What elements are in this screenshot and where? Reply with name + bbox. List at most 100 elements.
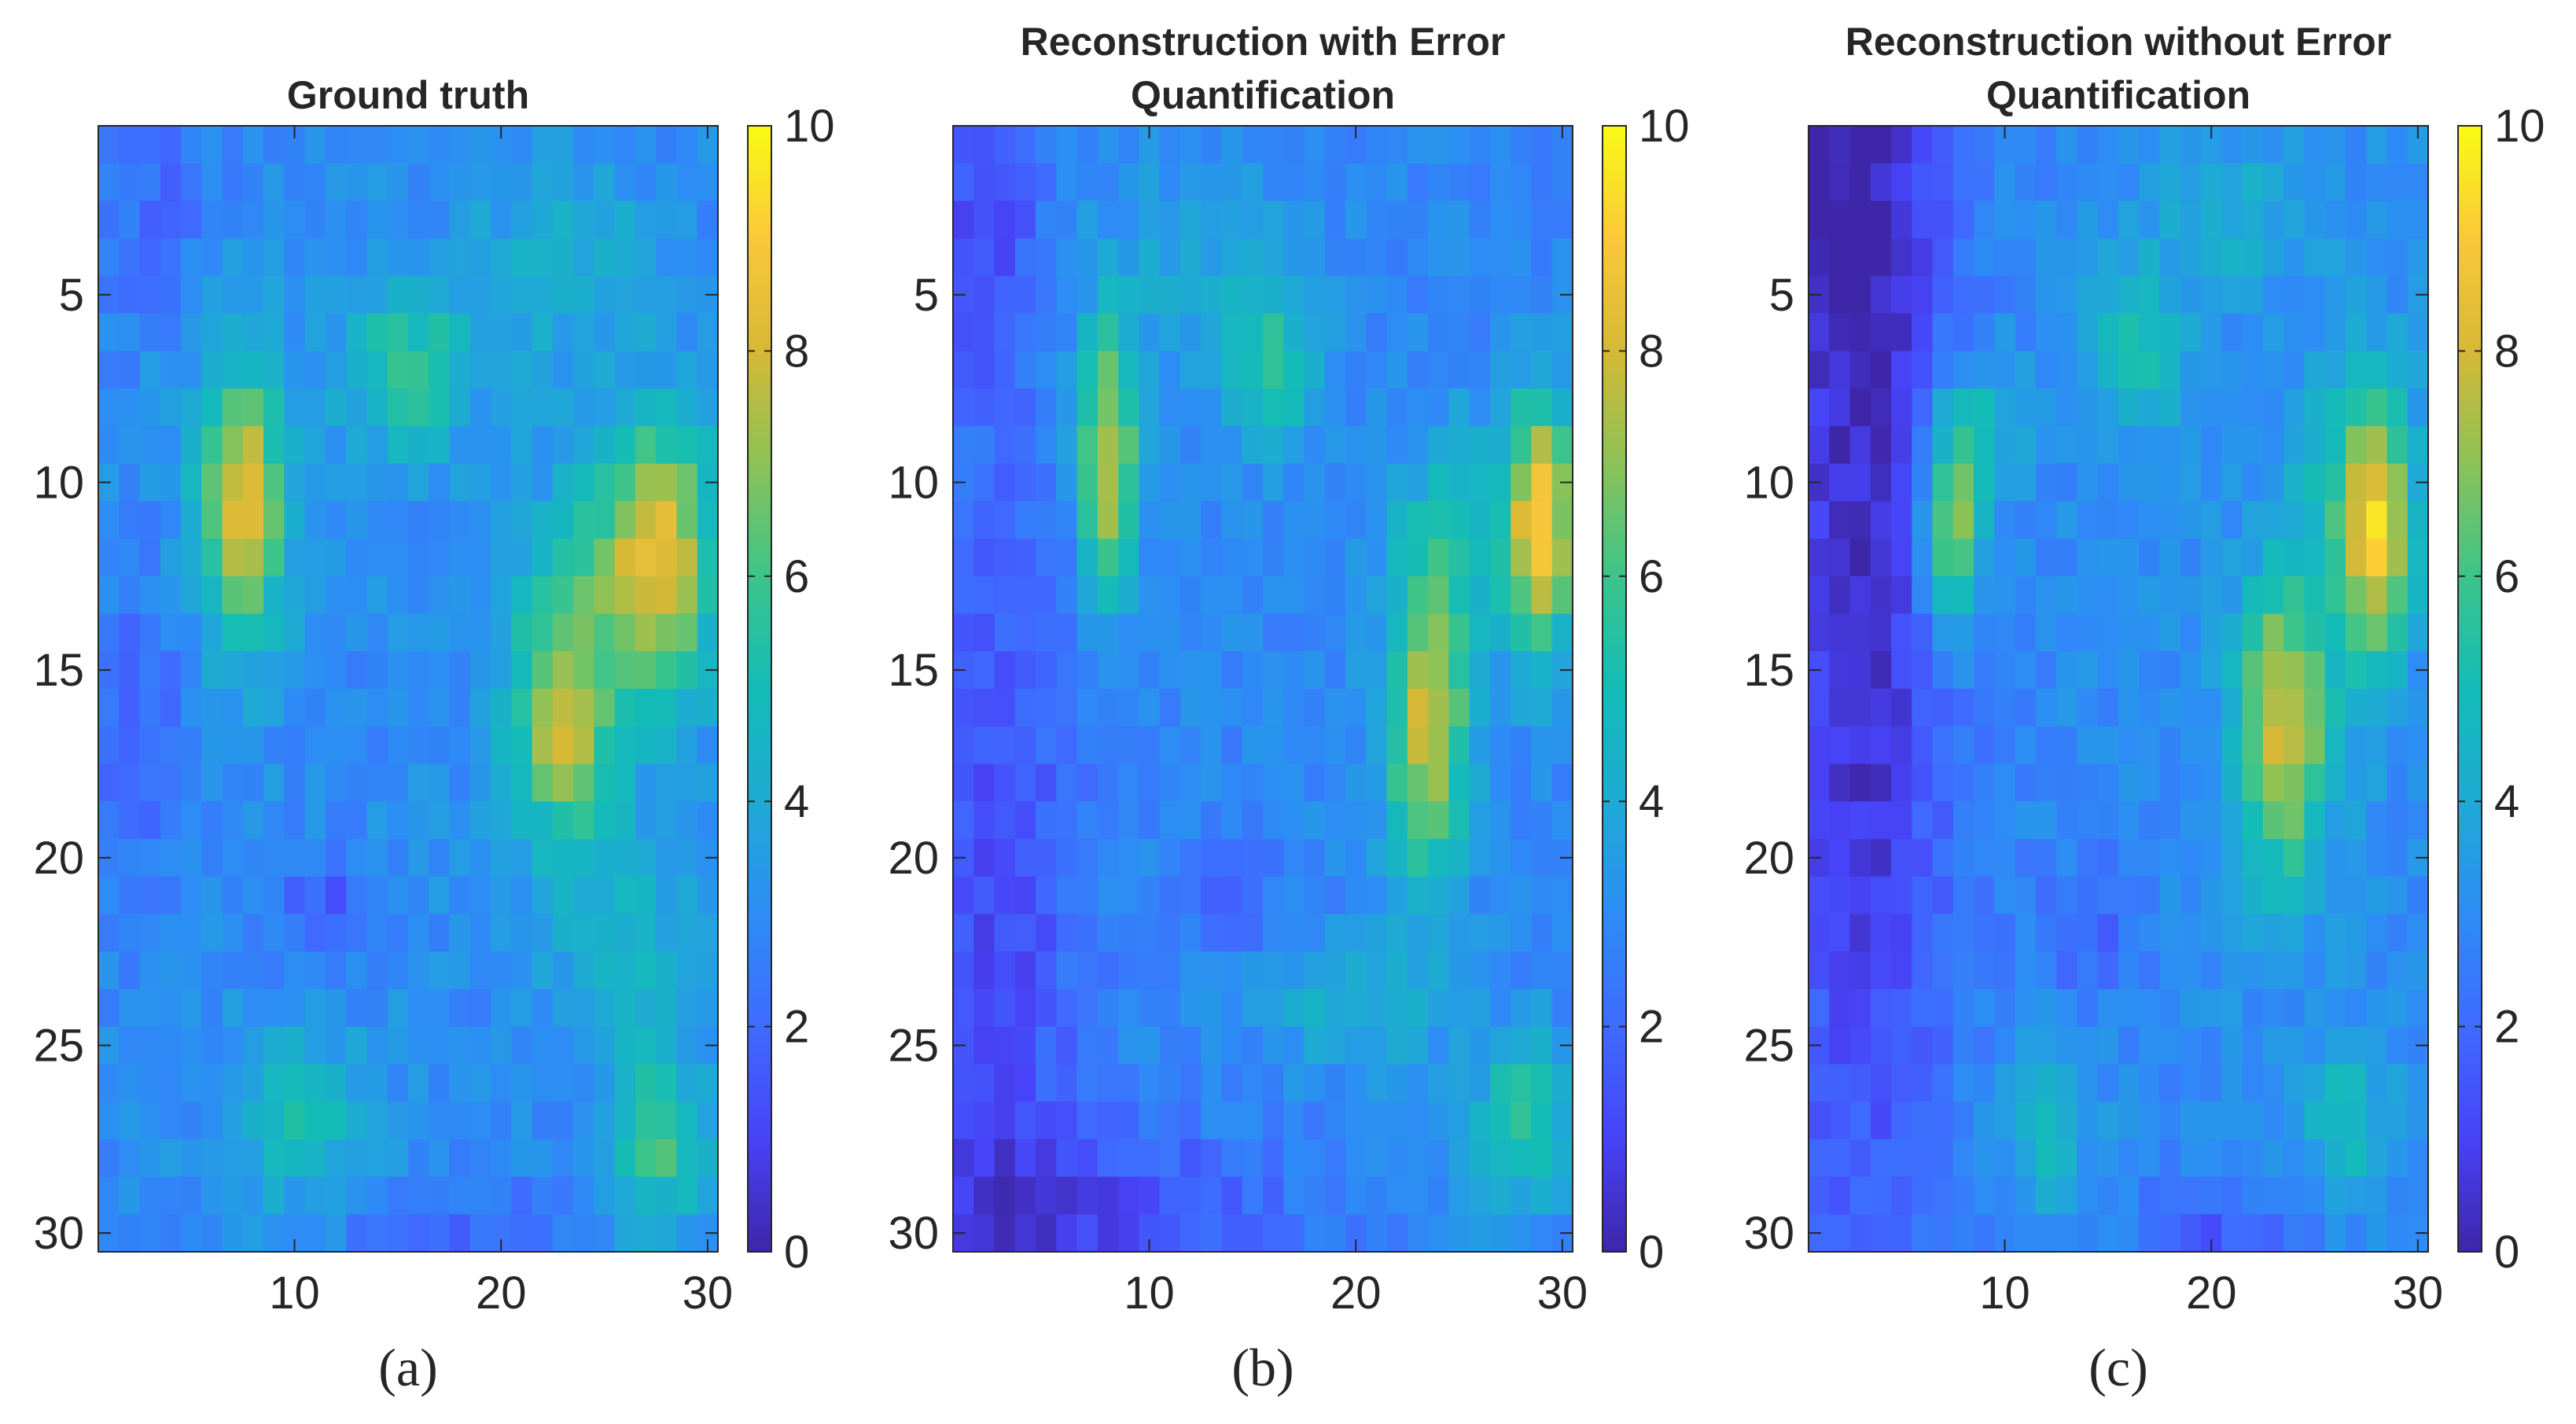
panel-a-cell-r18-c28 (656, 764, 678, 802)
panel-b-cell-r14-c24 (1428, 613, 1449, 652)
panel-b-cell-r21-c6 (1056, 876, 1078, 914)
panel-b-cell-r8-c30 (1551, 388, 1573, 427)
panel-c-cell-r19-c4 (1870, 801, 1892, 840)
panel-c-cell-r3-c18 (2159, 201, 2181, 239)
panel-a-ytick-label-15: 15 (33, 645, 84, 696)
panel-a-cell-r19-c18 (449, 801, 471, 840)
panel-a-cell-r22-c8 (242, 914, 264, 952)
panel-a-cell-r14-c6 (201, 613, 223, 652)
panel-a-ytick-label-5: 5 (59, 270, 84, 321)
panel-a-cell-r22-c28 (656, 914, 678, 952)
panel-b-cell-r23-c30 (1551, 951, 1573, 990)
panel-a-cell-r4-c3 (139, 238, 161, 277)
panel-a-cell-r18-c10 (284, 764, 306, 802)
panel-b-cell-r12-c12 (1179, 539, 1202, 577)
panel-b-cell-r18-c7 (1076, 764, 1098, 802)
panel-a-cell-r17-c1 (98, 726, 120, 765)
panel-b-colorbar-tick-label-8: 8 (1639, 326, 1664, 377)
panel-a-cell-r28-c8 (242, 1139, 264, 1178)
panel-b-cell-r16-c24 (1428, 689, 1449, 727)
panel-a-cell-r14-c11 (304, 613, 326, 652)
panel-b-cell-r15-c10 (1139, 651, 1161, 690)
panel-a-colorbar-tick-label-8: 8 (784, 326, 809, 377)
panel-c-cell-r9-c19 (2180, 425, 2202, 465)
panel-b-cell-r7-c10 (1139, 351, 1161, 389)
panel-b-cell-r29-c13 (1201, 1176, 1223, 1215)
panel-b-cell-r7-c16 (1263, 351, 1284, 389)
panel-c-cell-r30-c7 (1932, 1214, 1954, 1253)
panel-b-cell-r22-c21 (1366, 914, 1388, 952)
panel-b-cell-r20-c15 (1242, 838, 1264, 878)
panel-b-cell-r29-c4 (1014, 1176, 1036, 1215)
panel-c-cell-r9-c10 (1994, 425, 2016, 465)
panel-b-cell-r5-c3 (994, 275, 1016, 315)
panel-b-cell-r5-c4 (1014, 275, 1036, 315)
panel-b-cell-r22-c6 (1056, 914, 1078, 952)
panel-a-cell-r25-c19 (469, 1026, 491, 1065)
panel-a-cell-r19-c25 (594, 801, 616, 840)
panel-a-cell-r26-c16 (408, 1064, 429, 1102)
panel-a-cell-r4-c14 (366, 238, 388, 277)
panel-b-cell-r26-c10 (1139, 1064, 1161, 1102)
panel-c-cell-r6-c15 (2097, 313, 2119, 351)
panel-a-cell-r3-c26 (614, 201, 636, 239)
panel-b-cell-r9-c10 (1139, 425, 1161, 465)
panel-c-cell-r3-c22 (2242, 201, 2264, 239)
panel-c-cell-r14-c23 (2262, 613, 2284, 652)
panel-b-cell-r17-c16 (1263, 726, 1284, 765)
panel-a-cell-r7-c27 (635, 351, 657, 389)
panel-a-cell-r14-c9 (263, 613, 285, 652)
panel-c-cell-r6-c23 (2262, 313, 2284, 351)
panel-a-cell-r5-c11 (304, 275, 326, 315)
panel-b-cell-r20-c21 (1366, 838, 1388, 878)
panel-a-cell-r30-c22 (532, 1214, 554, 1253)
panel-a-cell-r8-c4 (160, 388, 182, 427)
panel-b-cell-r1-c11 (1159, 126, 1181, 164)
panel-c-cell-r7-c2 (1829, 351, 1851, 389)
panel-b-cell-r6-c24 (1428, 313, 1449, 351)
panel-b-cell-r20-c17 (1283, 838, 1305, 878)
panel-b-cell-r3-c3 (994, 201, 1016, 239)
panel-a-cell-r15-c6 (201, 651, 223, 690)
panel-b-cell-r28-c7 (1076, 1139, 1098, 1178)
panel-a-cell-r1-c15 (387, 126, 409, 164)
panel-c-cell-r11-c2 (1829, 501, 1851, 539)
panel-a-cell-r5-c17 (429, 275, 451, 315)
panel-c-cell-r16-c27 (2345, 689, 2367, 727)
panel-b-cell-r17-c10 (1139, 726, 1161, 765)
panel-b-cell-r25-c19 (1324, 1026, 1346, 1065)
panel-b-cell-r9-c20 (1345, 425, 1367, 465)
panel-b-cell-r20-c8 (1097, 838, 1119, 878)
panel-b-cell-r3-c16 (1263, 201, 1284, 239)
panel-a-cell-r8-c29 (676, 388, 698, 427)
panel-c-cell-r29-c19 (2180, 1176, 2202, 1215)
panel-b-cell-r4-c14 (1221, 238, 1243, 277)
panel-a-cell-r17-c7 (222, 726, 244, 765)
panel-c-cell-r11-c20 (2201, 501, 2222, 539)
panel-c-cell-r7-c12 (2035, 351, 2057, 389)
panel-c-cell-r10-c22 (2242, 463, 2264, 502)
panel-b-cell-r26-c26 (1469, 1064, 1491, 1102)
panel-a-cell-r11-c4 (160, 501, 182, 539)
panel-a-cell-r27-c17 (429, 1102, 451, 1140)
panel-b-cell-r18-c23 (1407, 764, 1429, 802)
panel-c-cell-r25-c7 (1932, 1026, 1954, 1065)
panel-a-cell-r6-c20 (491, 313, 512, 351)
panel-b-cell-r24-c6 (1056, 988, 1078, 1028)
panel-c-cell-r6-c30 (2407, 313, 2429, 351)
panel-c-cell-r1-c22 (2242, 126, 2264, 164)
panel-b-cell-r9-c23 (1407, 425, 1429, 465)
panel-c-cell-r17-c11 (2015, 726, 2037, 765)
panel-b-cell-r29-c18 (1304, 1176, 1326, 1215)
panel-c-cell-r10-c14 (2077, 463, 2099, 502)
panel-a-cell-r7-c6 (201, 351, 223, 389)
panel-a-cell-r7-c20 (491, 351, 512, 389)
panel-b-cell-r1-c26 (1469, 126, 1491, 164)
panel-b-cell-r22-c29 (1531, 914, 1553, 952)
panel-a-cell-r30-c25 (594, 1214, 616, 1253)
panel-a-cell-r11-c1 (98, 501, 120, 539)
panel-a-cell-r25-c17 (429, 1026, 451, 1065)
panel-c-cell-r11-c27 (2345, 501, 2367, 539)
panel-c-cell-r3-c26 (2324, 201, 2346, 239)
panel-b-cell-r23-c21 (1366, 951, 1388, 990)
